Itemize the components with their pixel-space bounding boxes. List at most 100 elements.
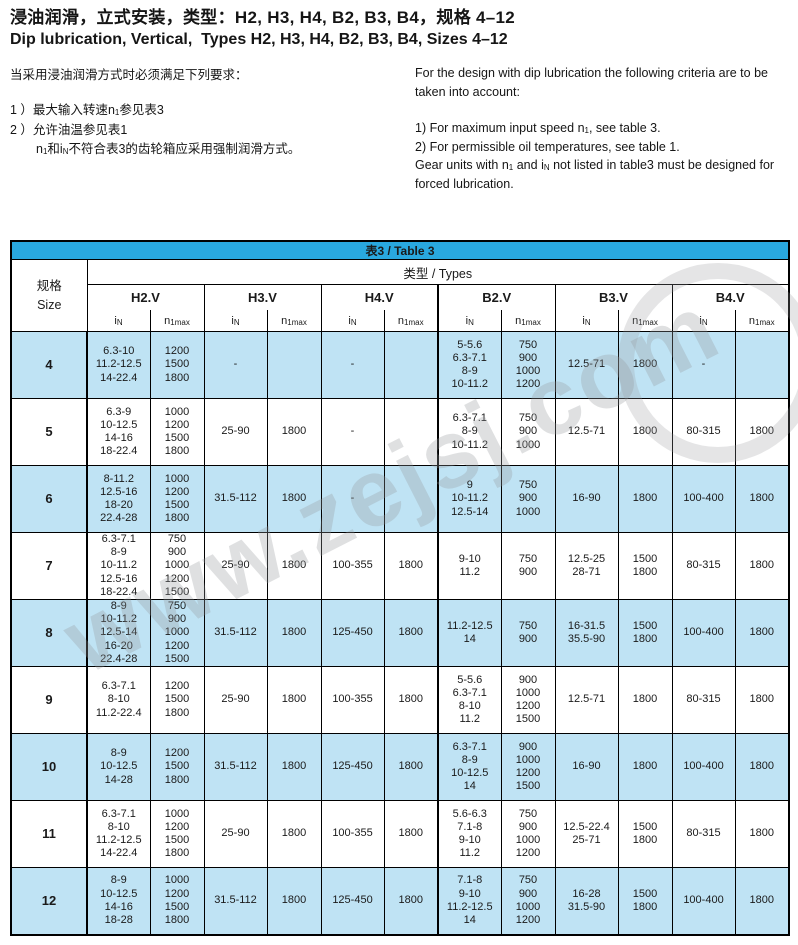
cell-n1max: 750 900 <box>500 532 556 600</box>
cell-in: 125-450 <box>320 733 385 801</box>
cell-n1max: 1000 1200 1500 1800 <box>149 398 205 466</box>
size-header-en: Size <box>37 297 62 312</box>
cell-n1max: 1500 1800 <box>617 532 673 600</box>
col-in-label: iN <box>437 310 502 332</box>
cell-n1max <box>266 331 322 399</box>
cell-in: 7.1-8 9-10 11.2-12.5 14 <box>437 867 502 935</box>
intro-en-item1: 1) For maximum input speed n1, see table… <box>415 121 661 135</box>
cell-n1max: 750 900 1000 1200 1500 <box>149 599 205 667</box>
table-row: 6 8-11.2 12.5-16 18-20 22.4-28 1000 1200 1… <box>10 465 790 533</box>
cell-n1max: 750 900 1000 1200 1500 <box>149 532 205 600</box>
cell-in: 6.3-9 10-12.5 14-16 18-22.4 <box>86 398 151 466</box>
cell-n1max: 1800 <box>734 800 790 868</box>
cell-n1max: 1800 <box>383 867 439 935</box>
cell-in: 25-90 <box>203 666 268 734</box>
cell-in: 80-315 <box>671 800 736 868</box>
col-in-label: iN <box>320 310 385 332</box>
cell-in: 31.5-112 <box>203 599 268 667</box>
type-b3v: B3.V <box>554 284 673 310</box>
cell-n1max: 1800 <box>383 532 439 600</box>
table-row: 5 6.3-9 10-12.5 14-16 18-22.4 1000 1200 15… <box>10 398 790 466</box>
cell-in: 6.3-7.1 8-10 11.2-22.4 <box>86 666 151 734</box>
types-header-row: 规格 Size 类型 / Types <box>10 259 790 332</box>
type-h4v: H4.V <box>320 284 439 310</box>
cell-in: 31.5-112 <box>203 733 268 801</box>
cell-in: 31.5-112 <box>203 465 268 533</box>
cell-n1max <box>383 465 439 533</box>
row-size: 4 <box>10 331 88 399</box>
cell-in: 25-90 <box>203 398 268 466</box>
type-h3v: H3.V <box>203 284 322 310</box>
table-row: 9 6.3-7.1 8-10 11.2-22.4 1200 1500 1800 25-… <box>10 666 790 734</box>
cell-n1max: 750 900 <box>500 599 556 667</box>
type-names-row: H2.V H3.V H4.V B2.V B3.V B4.V <box>11 284 790 310</box>
intro-zh-item1: 1 ）最大输入转速n1参见表3 <box>10 103 164 118</box>
cell-n1max: 1800 <box>734 398 790 466</box>
cell-in: 16-28 31.5-90 <box>554 867 619 935</box>
cell-n1max: 1800 <box>617 465 673 533</box>
page-title-en: Dip lubrication, Vertical, Types H2, H3,… <box>10 31 508 48</box>
intro-chinese: 当采用浸油润滑方式时必须满足下列要求： 1 ）最大输入转速n1参见表3 2 ）允… <box>10 66 405 160</box>
table-row: 11 6.3-7.1 8-10 11.2-12.5 14-22.4 1000 120… <box>10 800 790 868</box>
row-size: 11 <box>10 800 88 868</box>
cell-in: 12.5-71 <box>554 398 619 466</box>
cell-n1max: 1500 1800 <box>617 800 673 868</box>
cell-n1max: 900 1000 1200 1500 <box>500 666 556 734</box>
sub-labels-row: iN n1max iN n1max iN n1max iN n1max iN n… <box>11 310 790 332</box>
intro-english: For the design with dip lubrication the … <box>415 64 787 193</box>
table-title: 表3 / Table 3 <box>10 240 790 260</box>
cell-n1max: 1800 <box>734 666 790 734</box>
cell-n1max: 750 900 1000 1200 <box>500 800 556 868</box>
cell-n1max: 1800 <box>734 867 790 935</box>
cell-in: 80-315 <box>671 666 736 734</box>
cell-n1max: 1800 <box>617 398 673 466</box>
cell-in: 16-90 <box>554 733 619 801</box>
size-header-zh: 规格 <box>36 279 62 294</box>
intro-en-paragraph: For the design with dip lubrication the … <box>415 66 768 99</box>
cell-n1max: 1800 <box>734 733 790 801</box>
cell-in: 100-400 <box>671 733 736 801</box>
cell-n1max: 1800 <box>266 666 322 734</box>
intro-en-tail: Gear units with n1 and iN not listed in … <box>415 158 775 191</box>
cell-in: 125-450 <box>320 599 385 667</box>
cell-in: - <box>320 465 385 533</box>
row-size: 7 <box>10 532 88 600</box>
col-n1max-label: n1max <box>149 310 205 332</box>
page-title-zh: 浸油润滑，立式安装，类型：H2, H3, H4, B2, B3, B4，规格 4… <box>10 8 516 27</box>
cell-n1max: 1800 <box>266 867 322 935</box>
cell-in: 100-355 <box>320 666 385 734</box>
cell-in: 5-5.6 6.3-7.1 8-9 10-11.2 <box>437 331 502 399</box>
row-size: 12 <box>10 867 88 935</box>
cell-n1max: 1800 <box>266 733 322 801</box>
cell-n1max: 1800 <box>383 599 439 667</box>
cell-in: 12.5-22.4 25-71 <box>554 800 619 868</box>
intro-zh-heading: 当采用浸油润滑方式时必须满足下列要求： <box>10 68 248 82</box>
cell-in: 16-31.5 35.5-90 <box>554 599 619 667</box>
cell-in: 5-5.6 6.3-7.1 8-10 11.2 <box>437 666 502 734</box>
table-row: 7 6.3-7.1 8-9 10-11.2 12.5-16 18-22.4 750 … <box>10 532 790 600</box>
row-size: 5 <box>10 398 88 466</box>
cell-n1max: 750 900 1000 <box>500 398 556 466</box>
row-size: 10 <box>10 733 88 801</box>
row-size: 8 <box>10 599 88 667</box>
cell-n1max: 1800 <box>383 733 439 801</box>
cell-in: 8-9 10-12.5 14-16 18-28 <box>86 867 151 935</box>
cell-n1max: 1800 <box>617 331 673 399</box>
table-row: 8 8-9 10-11.2 12.5-14 16-20 22.4-28 750 90… <box>10 599 790 667</box>
cell-in: 80-315 <box>671 398 736 466</box>
cell-n1max: 1800 <box>266 398 322 466</box>
cell-in: 6.3-10 11.2-12.5 14-22.4 <box>86 331 151 399</box>
cell-in: - <box>320 398 385 466</box>
cell-in: 25-90 <box>203 532 268 600</box>
cell-in: 11.2-12.5 14 <box>437 599 502 667</box>
cell-n1max <box>734 331 790 399</box>
cell-n1max: 1200 1500 1800 <box>149 331 205 399</box>
cell-in: 16-90 <box>554 465 619 533</box>
cell-in: 6.3-7.1 8-9 10-11.2 <box>437 398 502 466</box>
cell-n1max: 1000 1200 1500 1800 <box>149 867 205 935</box>
cell-n1max: 1800 <box>266 532 322 600</box>
cell-n1max: 1200 1500 1800 <box>149 666 205 734</box>
cell-n1max: 1800 <box>383 666 439 734</box>
cell-in: - <box>320 331 385 399</box>
cell-n1max <box>383 331 439 399</box>
